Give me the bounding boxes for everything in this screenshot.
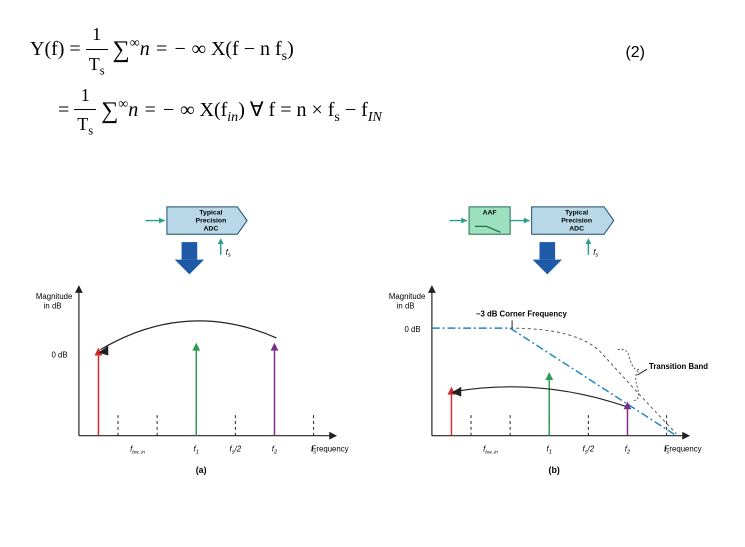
svg-text:ADC: ADC [569, 225, 584, 232]
svg-text:fs/2: fs/2 [230, 444, 242, 455]
equation-block: Y(f) = 1 Ts ∑∞n = − ∞ X(f − n fs) = 1 Ts… [30, 20, 715, 141]
svg-text:in dB: in dB [44, 302, 62, 311]
caption-a: (a) [196, 465, 207, 475]
svg-text:Frequency: Frequency [664, 444, 701, 453]
svg-text:Typical: Typical [565, 210, 588, 217]
svg-text:fs/2: fs/2 [582, 444, 594, 455]
svg-text:f1: f1 [194, 444, 199, 455]
svg-text:f2: f2 [624, 444, 630, 455]
figure-a: Typical Precision ADC fs M [30, 201, 363, 490]
aaf-block: AAF [449, 207, 510, 234]
eq-line2: = 1 Ts ∑∞n = − ∞ X(fin) ∀ f = n × fs − f… [30, 81, 715, 142]
svg-text:Magnitude: Magnitude [388, 292, 424, 301]
down-arrow-icon [532, 242, 561, 274]
svg-text:0 dB: 0 dB [404, 325, 420, 334]
svg-text:Typical: Typical [199, 210, 222, 217]
transition-label: Transition Band [648, 362, 707, 371]
fold-arc [100, 321, 276, 350]
figure-b-svg: AAF Typical Precision ADC fs [383, 201, 716, 485]
corner-label: −3 dB Corner Frequency [475, 309, 567, 318]
sigma1: ∑ [113, 37, 130, 63]
svg-text:Precision: Precision [561, 218, 592, 225]
figure-b: AAF Typical Precision ADC fs [383, 201, 716, 490]
transition-curve [510, 328, 676, 434]
frac1: 1 Ts [86, 20, 108, 81]
svg-text:0 dB: 0 dB [52, 351, 68, 360]
ticks [471, 414, 667, 436]
svg-text:in dB: in dB [396, 302, 414, 311]
svg-text:f2: f2 [272, 444, 278, 455]
svg-text:Frequency: Frequency [312, 444, 349, 453]
svg-text:Magnitude: Magnitude [36, 292, 72, 301]
figures-row: Typical Precision ADC fs M [30, 201, 715, 490]
svg-text:fbw_in: fbw_in [483, 444, 498, 455]
svg-text:fs: fs [226, 248, 231, 259]
axes: Magnitude in dB 0 dB Frequency [36, 285, 349, 453]
fold-arc [453, 387, 625, 407]
svg-text:AAF: AAF [482, 210, 496, 217]
tick-labels: fbw_in f1 fs/2 f2 fs [483, 444, 669, 455]
figure-a-svg: Typical Precision ADC fs M [30, 201, 363, 485]
equation-number: (2) [625, 40, 645, 66]
frac2: 1 Ts [74, 81, 96, 142]
svg-text:f1: f1 [546, 444, 551, 455]
down-arrow-icon [175, 242, 204, 274]
tick-labels: fbw_in f1 fs/2 f2 fs [130, 444, 316, 455]
svg-text:Precision: Precision [196, 218, 227, 225]
caption-b: (b) [548, 465, 559, 475]
spectral-lines [95, 343, 279, 436]
spectral-lines [447, 372, 631, 436]
svg-text:fs: fs [593, 248, 598, 259]
eq-line1: Y(f) = 1 Ts ∑∞n = − ∞ X(f − n fs) [30, 20, 715, 81]
sigma2: ∑ [101, 98, 118, 124]
eq-lhs: Y(f) = [30, 38, 86, 60]
ticks [118, 414, 314, 436]
svg-text:fbw_in: fbw_in [130, 444, 145, 455]
filter-response [431, 328, 675, 436]
svg-text:ADC: ADC [204, 225, 219, 232]
